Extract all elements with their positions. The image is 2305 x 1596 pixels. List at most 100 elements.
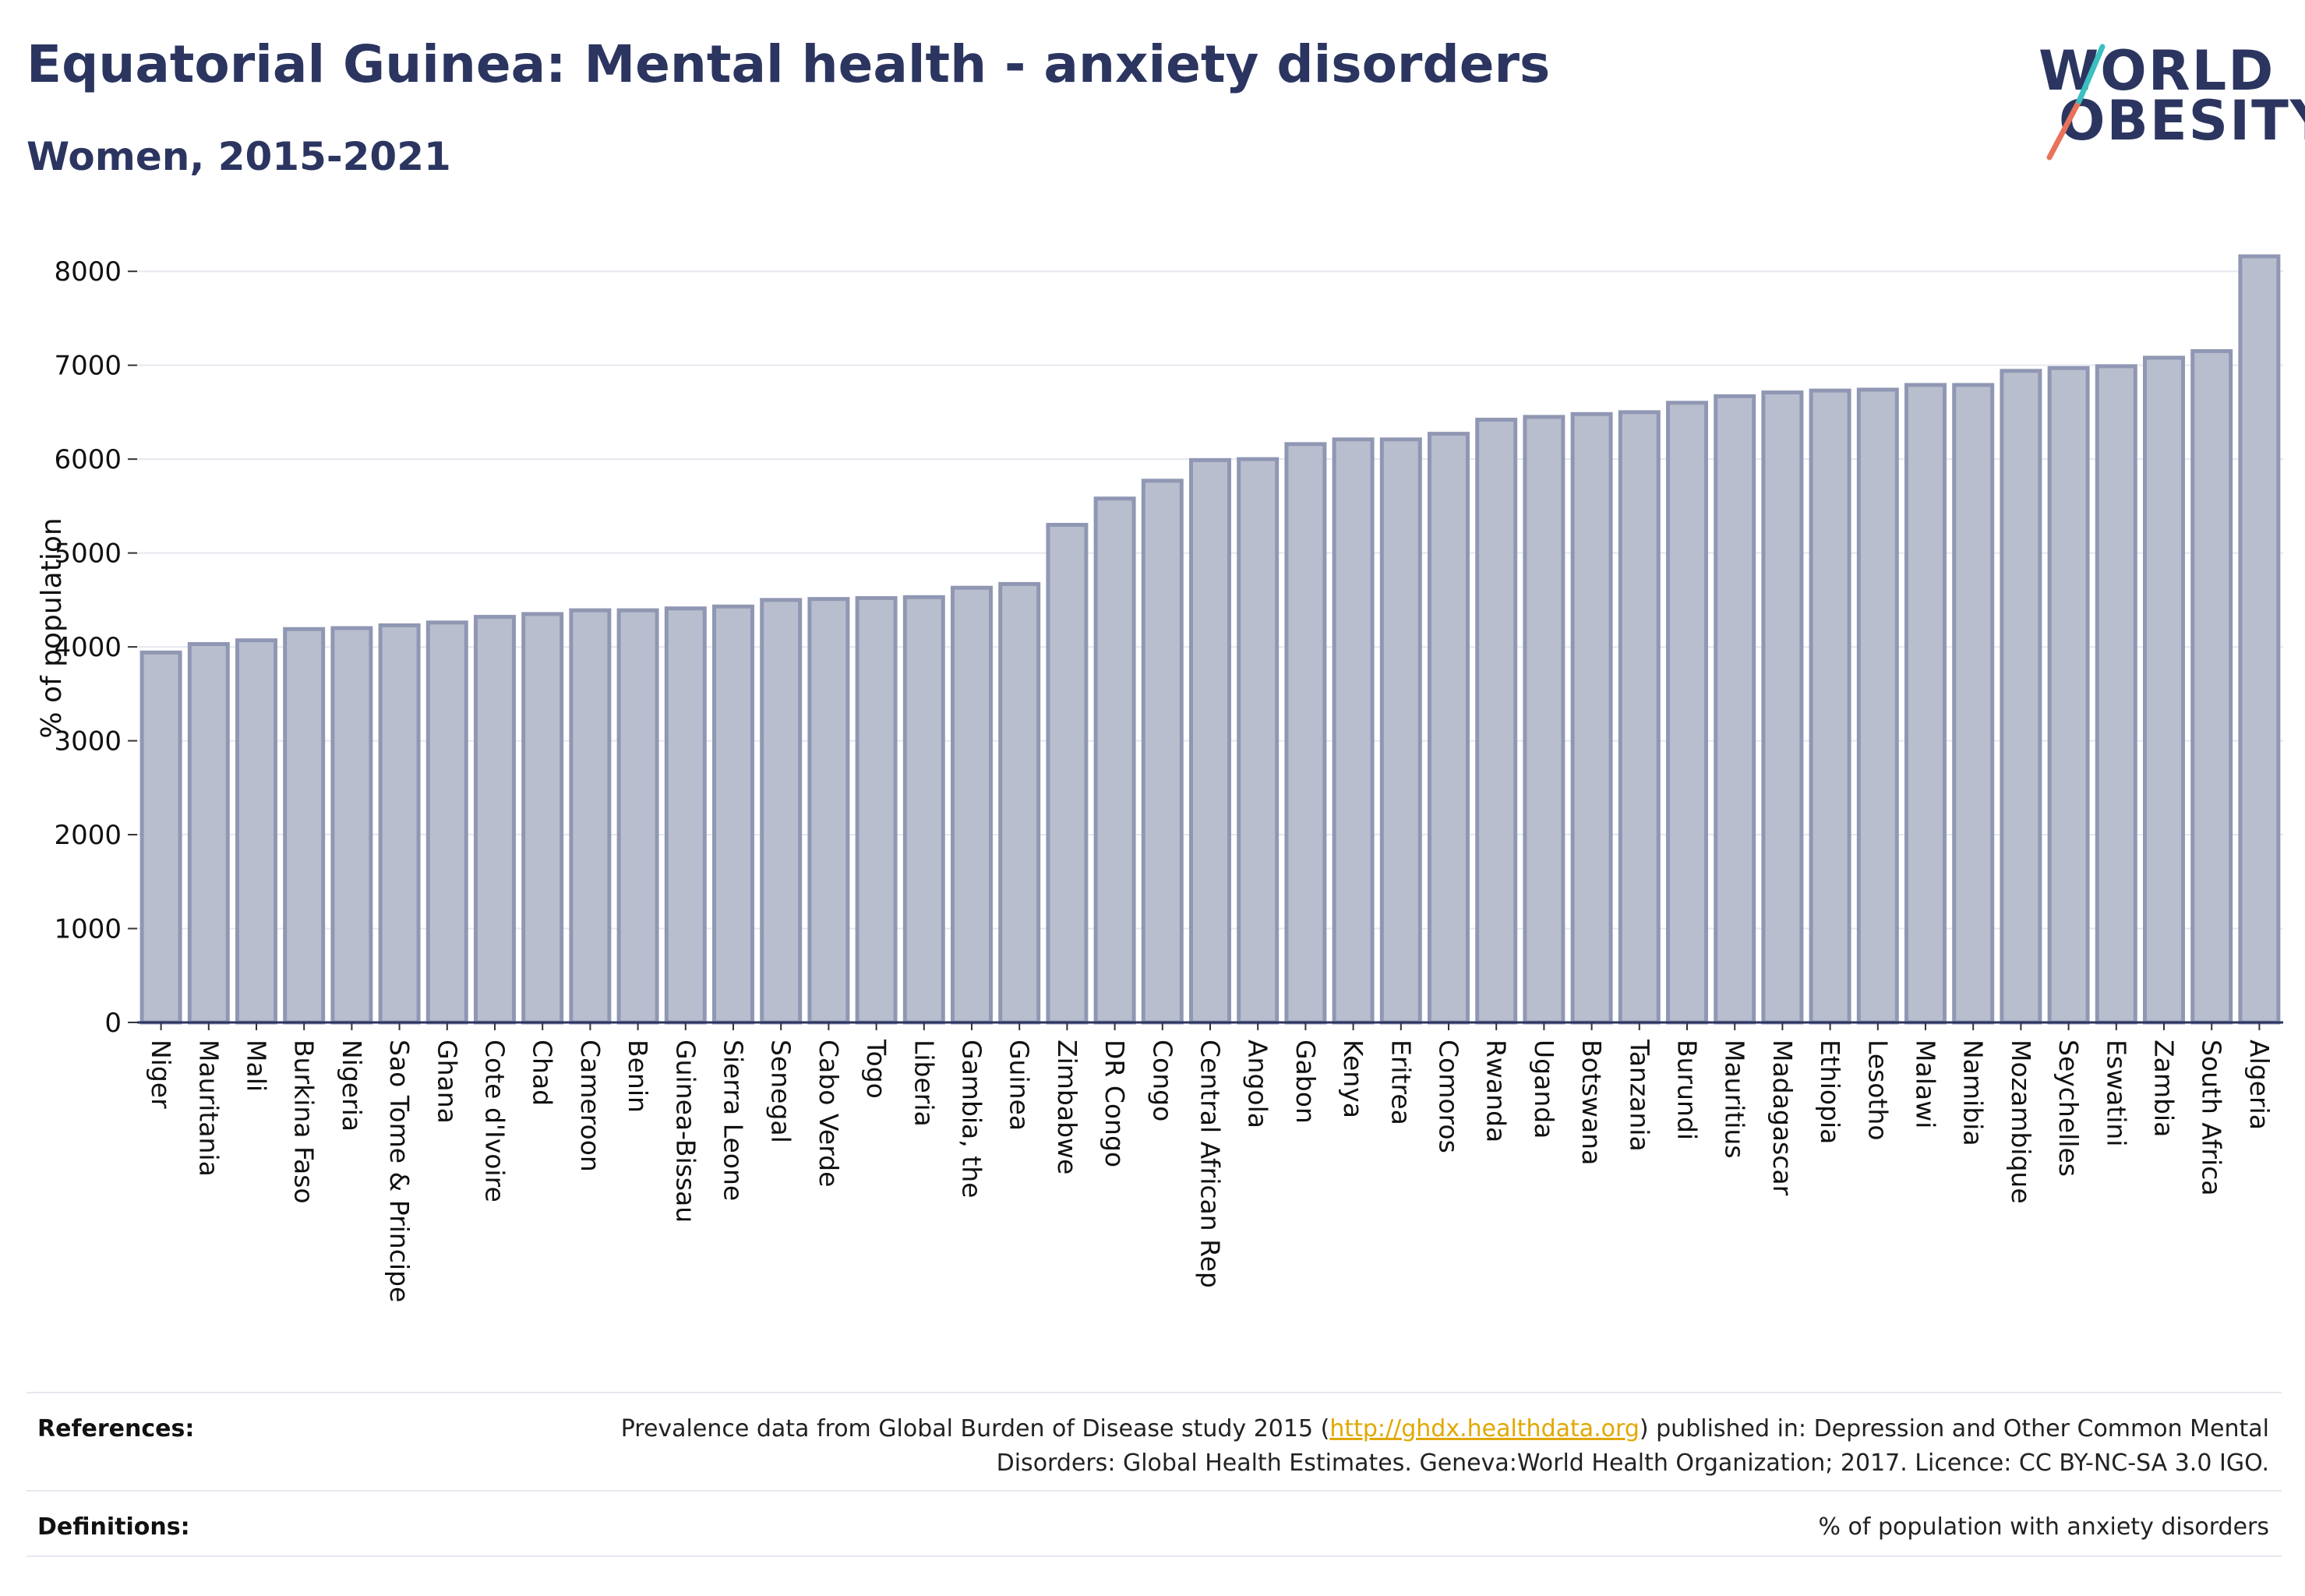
x-tick-label: Mauritius (1720, 1040, 1750, 1159)
bar-rwanda (1475, 418, 1518, 1025)
footer-divider-bottom (26, 1555, 2282, 1557)
x-tick-label: Chad (528, 1040, 558, 1106)
x-tick-label: Gambia, the (957, 1040, 987, 1198)
x-tick-label: Cabo Verde (814, 1040, 844, 1187)
x-tick-label: Rwanda (1481, 1040, 1512, 1142)
x-tick-label: Namibia (1958, 1040, 1989, 1146)
bar-cabo-verde (807, 597, 850, 1025)
world-obesity-logo: WORLD OBESITY (2034, 39, 2305, 164)
bar-seychelles (2047, 365, 2090, 1025)
references-text-after: ) published in: Depression and Other Com… (996, 1415, 2269, 1477)
x-axis-ticks: Niger Mauritania Mali Burkina Faso Nigeria Sa… (146, 1022, 2275, 1302)
chart-title: Equatorial Guinea: Mental health - anxie… (26, 34, 1551, 94)
bar-lesotho (1856, 387, 1899, 1025)
x-tick-label: Seychelles (2053, 1040, 2084, 1177)
bar-botswana (1570, 411, 1613, 1025)
y-tick-label: 2000 (54, 820, 122, 851)
bar-cote-d-ivoire (474, 615, 516, 1025)
x-tick-label: Comoros (1434, 1040, 1464, 1153)
bar-dr-congo (1093, 496, 1136, 1025)
x-tick-label: Uganda (1529, 1040, 1559, 1139)
x-tick-label: Mozambique (2006, 1040, 2036, 1204)
footer-divider-middle (26, 1490, 2282, 1492)
bar-burundi (1666, 401, 1708, 1025)
x-tick-label: Congo (1147, 1040, 1177, 1121)
bar-senegal (760, 598, 803, 1025)
y-tick-label: 3000 (54, 726, 122, 757)
bar-benin (616, 608, 659, 1025)
bar-guinea-bissau (664, 606, 707, 1025)
y-axis-ticks: 0 1000 2000 3000 4000 5000 6000 7000 8000 (54, 256, 137, 1039)
x-tick-label: Liberia (909, 1040, 939, 1127)
x-tick-label: Ethiopia (1815, 1040, 1845, 1144)
x-tick-label: Lesotho (1862, 1040, 1893, 1141)
bar-mauritius (1714, 394, 1756, 1025)
bar-mozambique (2000, 369, 2042, 1025)
x-tick-label: Niger (146, 1040, 176, 1109)
bar-sierra-leone (712, 604, 754, 1025)
bar-guinea (998, 581, 1041, 1025)
x-tick-label: Mauritania (193, 1040, 224, 1177)
bar-namibia (1952, 383, 1995, 1025)
x-tick-label: Sierra Leone (718, 1040, 749, 1201)
x-tick-label: Gabon (1290, 1040, 1321, 1124)
x-tick-label: DR Congo (1100, 1040, 1130, 1167)
bar-algeria (2238, 254, 2281, 1025)
bar-cameroon (569, 608, 612, 1025)
x-tick-label: Botswana (1576, 1040, 1607, 1165)
x-tick-label: Zimbabwe (1052, 1040, 1082, 1174)
bar-gabon (1284, 442, 1327, 1025)
bar-angola (1237, 457, 1280, 1025)
x-tick-label: Nigeria (337, 1040, 367, 1132)
x-tick-label: Algeria (2244, 1040, 2275, 1130)
bar-chad (521, 612, 564, 1025)
bar-malawi (1904, 383, 1947, 1025)
x-tick-label: Eritrea (1385, 1040, 1416, 1125)
y-tick-label: 4000 (54, 632, 122, 663)
y-tick-label: 5000 (54, 538, 122, 570)
bar-uganda (1523, 415, 1565, 1025)
x-tick-label: Zambia (2149, 1040, 2180, 1137)
definitions-label: Definitions: (37, 1513, 190, 1541)
bar-eritrea (1379, 437, 1422, 1025)
bar-madagascar (1761, 390, 1804, 1025)
x-tick-label: Togo (861, 1039, 891, 1099)
bar-mauritania (187, 641, 230, 1025)
bar-ethiopia (1809, 388, 1851, 1025)
bar-congo (1141, 478, 1184, 1025)
x-tick-label: Guinea (1004, 1040, 1035, 1131)
bar-burkina-faso (283, 627, 326, 1025)
footer-divider-top (26, 1392, 2282, 1393)
references-link[interactable]: http://ghdx.healthdata.org (1329, 1415, 1640, 1442)
x-tick-label: Guinea-Bissau (670, 1040, 701, 1223)
bar-chart: 0 1000 2000 3000 4000 5000 6000 7000 8000 Niger M… (36, 254, 2283, 1302)
x-tick-label: Sao Tome & Principe (384, 1040, 415, 1302)
bar-tanzania (1618, 410, 1661, 1025)
bar-mali (235, 638, 277, 1025)
y-tick-label: 6000 (54, 444, 122, 475)
bar-togo (855, 595, 898, 1025)
logo-line-1: WORLD (2038, 39, 2275, 103)
bar-zimbabwe (1046, 522, 1089, 1025)
references-label: References: (37, 1415, 195, 1442)
y-tick-label: 0 (104, 1008, 122, 1039)
x-tick-label: Benin (623, 1040, 653, 1113)
x-tick-label: South Africa (2197, 1040, 2227, 1196)
x-tick-label: Cameroon (575, 1040, 605, 1172)
definitions-text: % of population with anxiety disorders (1818, 1513, 2269, 1541)
y-tick-label: 7000 (54, 351, 122, 382)
bar-zambia (2143, 355, 2185, 1025)
bars (139, 254, 2281, 1025)
x-tick-label: Kenya (1338, 1040, 1368, 1118)
bar-gambia-the (951, 585, 993, 1025)
bar-comoros (1428, 432, 1470, 1025)
bar-sao-tome-principe (378, 623, 421, 1025)
x-tick-label: Burkina Faso (289, 1040, 319, 1204)
bar-niger (139, 650, 182, 1025)
y-tick-label: 1000 (54, 914, 122, 945)
x-tick-label: Tanzania (1624, 1039, 1654, 1152)
x-tick-label: Madagascar (1767, 1040, 1798, 1196)
x-tick-label: Ghana (432, 1040, 462, 1124)
y-tick-label: 8000 (54, 256, 122, 288)
x-tick-label: Central African Rep (1195, 1040, 1226, 1288)
